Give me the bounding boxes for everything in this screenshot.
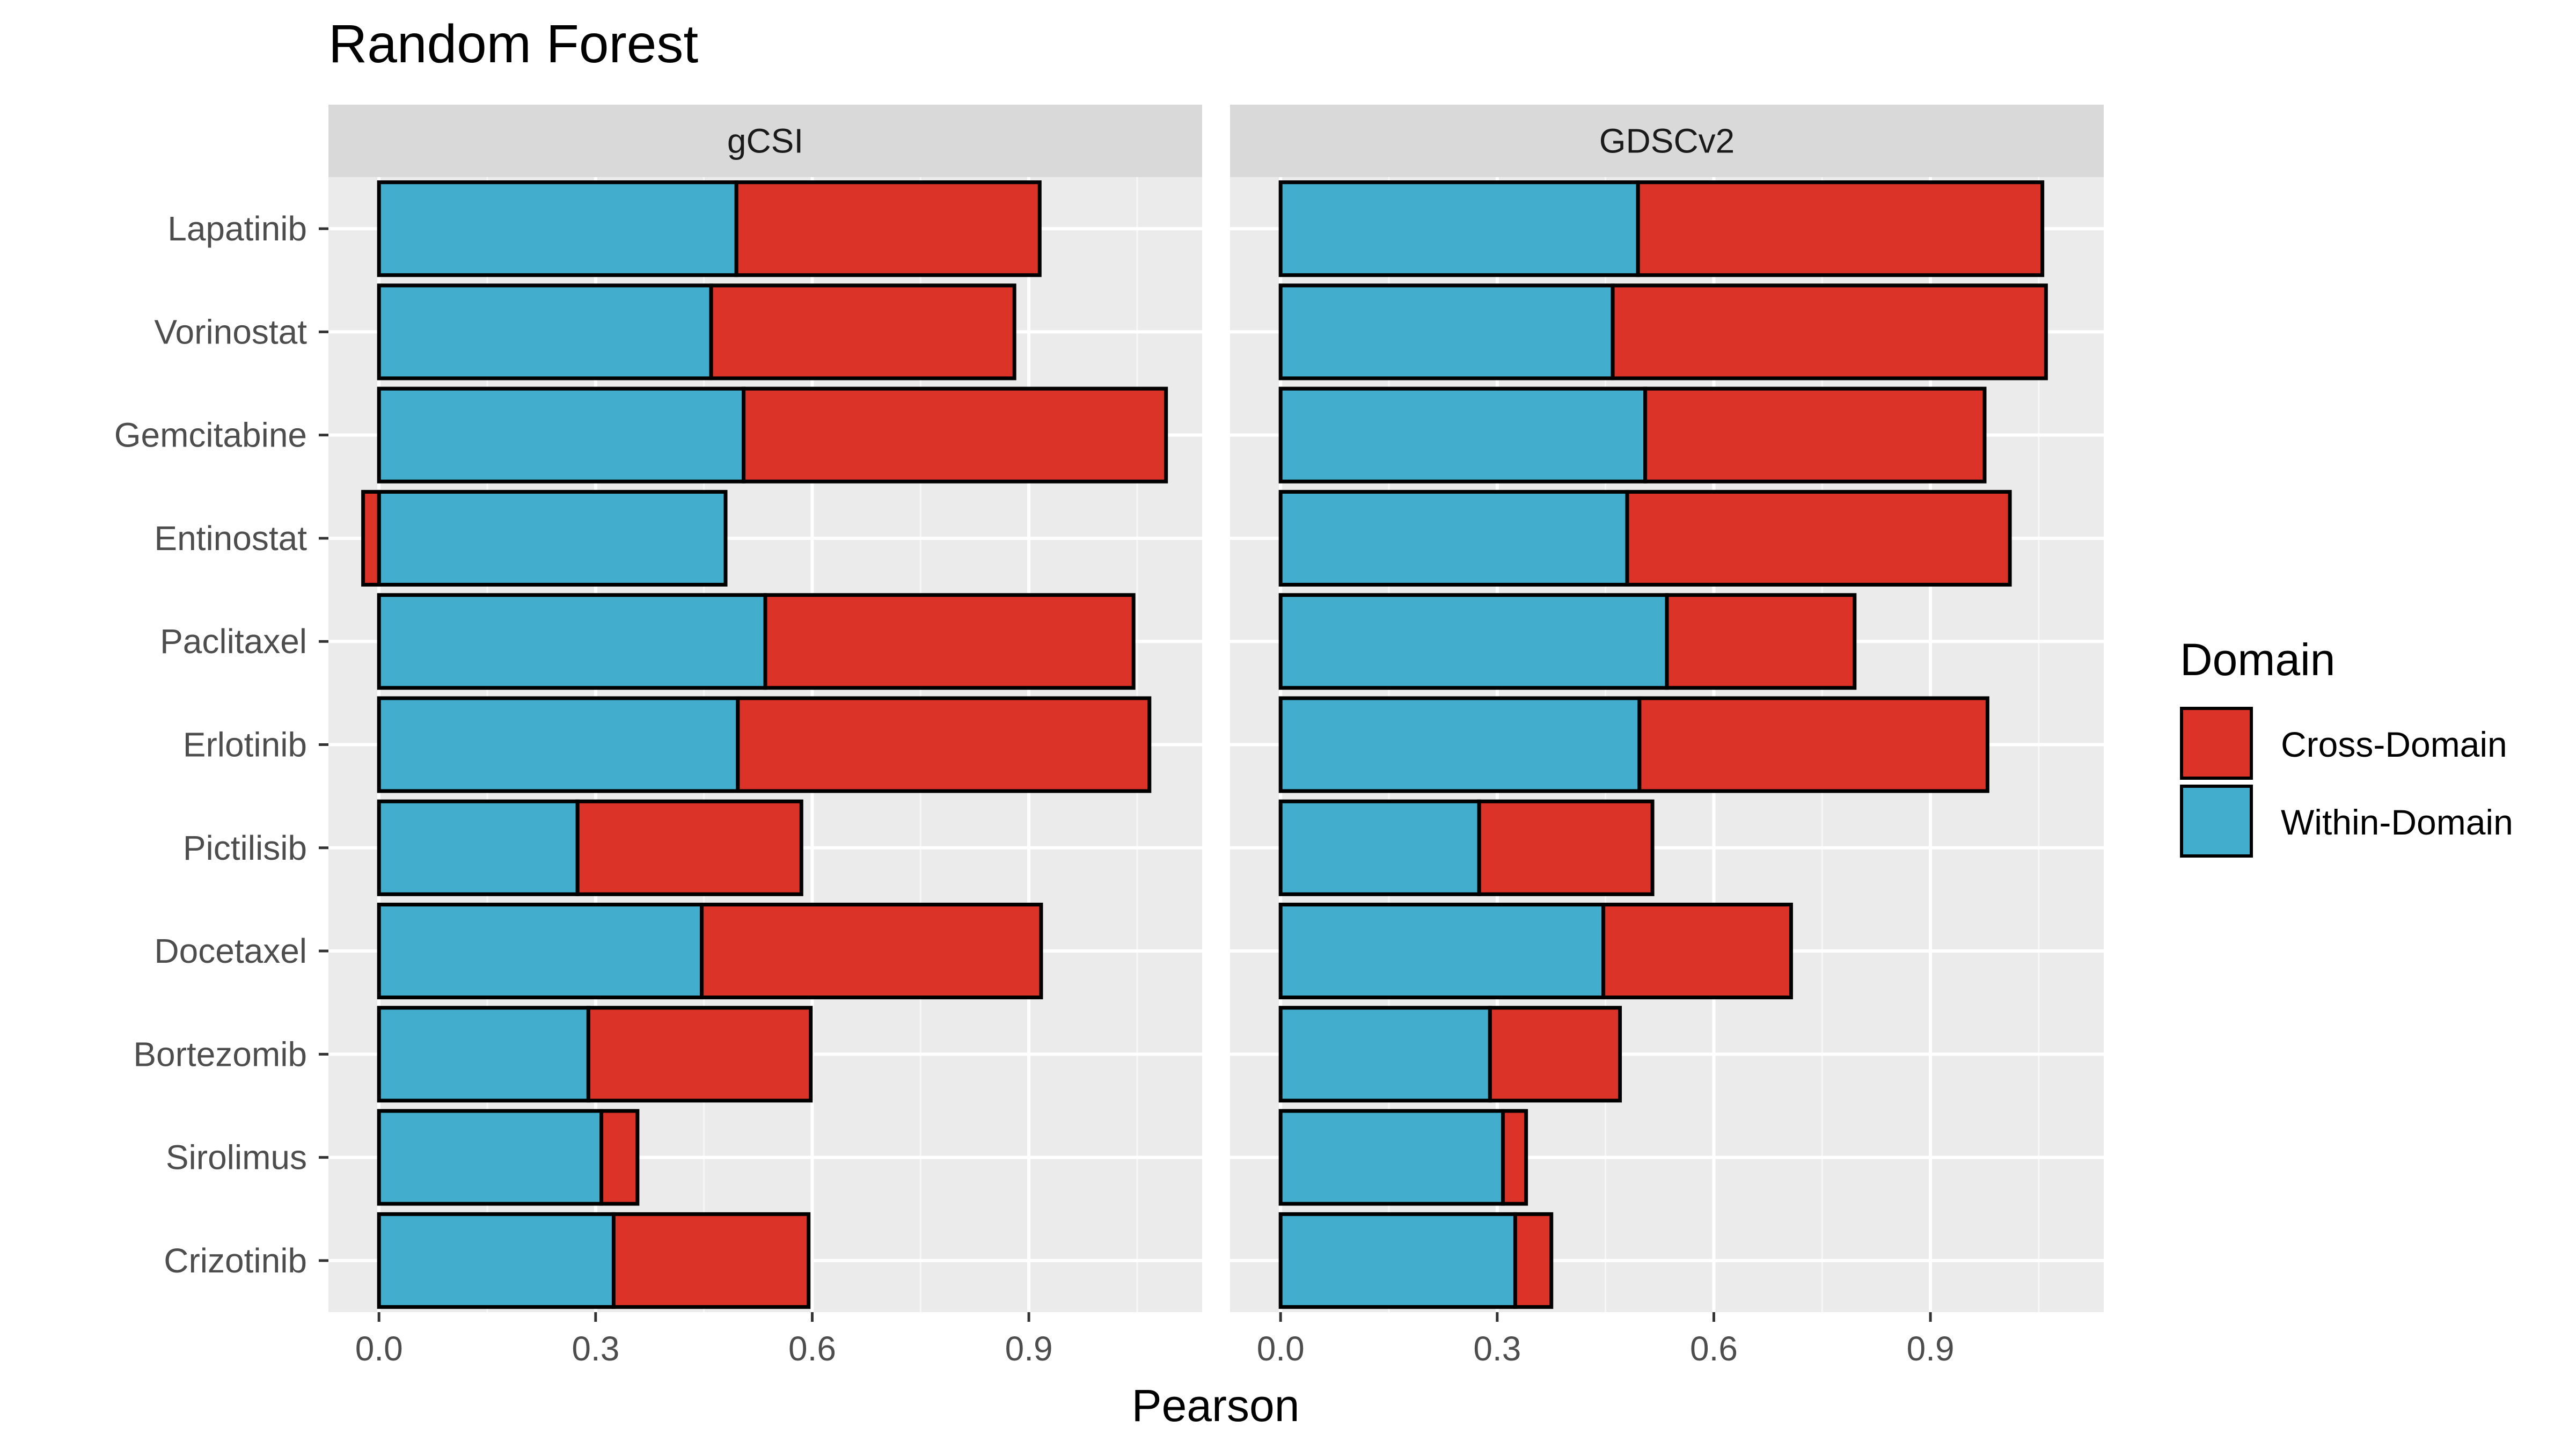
facet-strip [1230, 105, 2104, 177]
bar-cross-domain-pictilisib [575, 799, 803, 896]
legend-key-within-domain [2180, 785, 2253, 858]
x-tick-label: 0.3 [572, 1329, 619, 1368]
bar-within-domain-paclitaxel [1278, 593, 1669, 690]
category-label: Gemcitabine [114, 416, 307, 455]
bar-within-domain-paclitaxel [377, 593, 767, 690]
bar-within-domain-gemcitabine [1278, 386, 1648, 484]
bar-within-domain-lapatinib [377, 180, 738, 277]
bar-cross-domain-crizotinib [1513, 1212, 1554, 1309]
category-label: Erlotinib [183, 726, 307, 764]
facet-strip [328, 105, 1202, 177]
bar-cross-domain-sirolimus [1501, 1109, 1528, 1206]
x-tick-label: 0.0 [355, 1329, 403, 1368]
bar-within-domain-bortezomib [377, 1006, 590, 1103]
bar-cross-domain-entinostat [361, 489, 381, 587]
bar-cross-domain-erlotinib [1637, 696, 1989, 793]
bar-within-domain-sirolimus [1278, 1109, 1505, 1206]
bar-within-domain-docetaxel [377, 903, 704, 1000]
bar-within-domain-erlotinib [377, 696, 740, 793]
bar-within-domain-crizotinib [1278, 1212, 1517, 1309]
x-tick-label: 0.9 [1907, 1329, 1955, 1368]
chart-title: Random Forest [328, 14, 698, 74]
bar-within-domain-pictilisib [377, 799, 580, 896]
x-axis-title: Pearson [1132, 1380, 1300, 1431]
panel-gdscv2: GDSCv2 0.0 0.3 0.6 0.9 [1230, 105, 2104, 1368]
panels: gCSI 0.0 0.3 0.6 0.9 Lapatinib Vorinostat Gemci… [114, 105, 2104, 1368]
bar-within-domain-entinostat [1278, 489, 1629, 587]
facet-label: GDSCv2 [1599, 122, 1735, 160]
bar-within-domain-sirolimus [377, 1109, 604, 1206]
bar-cross-domain-paclitaxel [763, 593, 1136, 690]
bar-within-domain-crizotinib [377, 1212, 616, 1309]
category-label: Docetaxel [154, 932, 307, 970]
legend-title: Domain [2180, 634, 2335, 685]
bar-cross-domain-bortezomib [1488, 1006, 1622, 1103]
bar-cross-domain-gemcitabine [742, 386, 1168, 484]
legend: Domain Cross-Domain Within-Domain [2180, 634, 2513, 858]
facet-label: gCSI [727, 122, 803, 160]
bar-within-domain-vorinostat [1278, 283, 1615, 380]
bar-within-domain-bortezomib [1278, 1006, 1492, 1103]
bar-cross-domain-docetaxel [1601, 903, 1793, 1000]
bar-cross-domain-vorinostat [1611, 283, 2048, 380]
legend-label-within-domain: Within-Domain [2281, 802, 2513, 842]
bar-cross-domain-sirolimus [599, 1109, 640, 1206]
bar-within-domain-entinostat [377, 489, 728, 587]
bar-cross-domain-bortezomib [586, 1006, 813, 1103]
x-tick-label: 0.3 [1473, 1329, 1521, 1368]
x-tick-label: 0.6 [1690, 1329, 1738, 1368]
bar-within-domain-docetaxel [1278, 903, 1606, 1000]
category-label: Pictilisib [183, 829, 307, 867]
category-label: Bortezomib [133, 1035, 307, 1073]
panel-gcsi: gCSI 0.0 0.3 0.6 0.9 Lapatinib Vorinostat Gemci… [114, 105, 1202, 1368]
category-label: Lapatinib [167, 209, 307, 248]
category-label: Vorinostat [154, 312, 307, 351]
bar-cross-domain-gemcitabine [1643, 386, 1987, 484]
bar-cross-domain-entinostat [1625, 489, 2012, 587]
legend-label-cross-domain: Cross-Domain [2281, 724, 2507, 764]
x-tick-label: 0.6 [788, 1329, 836, 1368]
bar-cross-domain-lapatinib [734, 180, 1042, 277]
bar-cross-domain-vorinostat [709, 283, 1016, 380]
bar-cross-domain-erlotinib [736, 696, 1152, 793]
legend-key-cross-domain [2180, 707, 2253, 780]
bar-cross-domain-docetaxel [700, 903, 1043, 1000]
x-tick-label: 0.0 [1257, 1329, 1305, 1368]
bar-within-domain-pictilisib [1278, 799, 1481, 896]
bar-cross-domain-crizotinib [611, 1212, 811, 1309]
bar-within-domain-lapatinib [1278, 180, 1640, 277]
category-label: Crizotinib [164, 1241, 307, 1280]
bar-cross-domain-lapatinib [1636, 180, 2045, 277]
x-tick-label: 0.9 [1005, 1329, 1053, 1368]
category-label: Paclitaxel [160, 622, 307, 661]
bar-cross-domain-pictilisib [1477, 799, 1655, 896]
category-label: Sirolimus [166, 1138, 307, 1177]
bar-within-domain-vorinostat [377, 283, 713, 380]
bar-within-domain-erlotinib [1278, 696, 1642, 793]
category-label: Entinostat [154, 519, 307, 558]
bar-cross-domain-paclitaxel [1665, 593, 1857, 690]
bar-within-domain-gemcitabine [377, 386, 746, 484]
